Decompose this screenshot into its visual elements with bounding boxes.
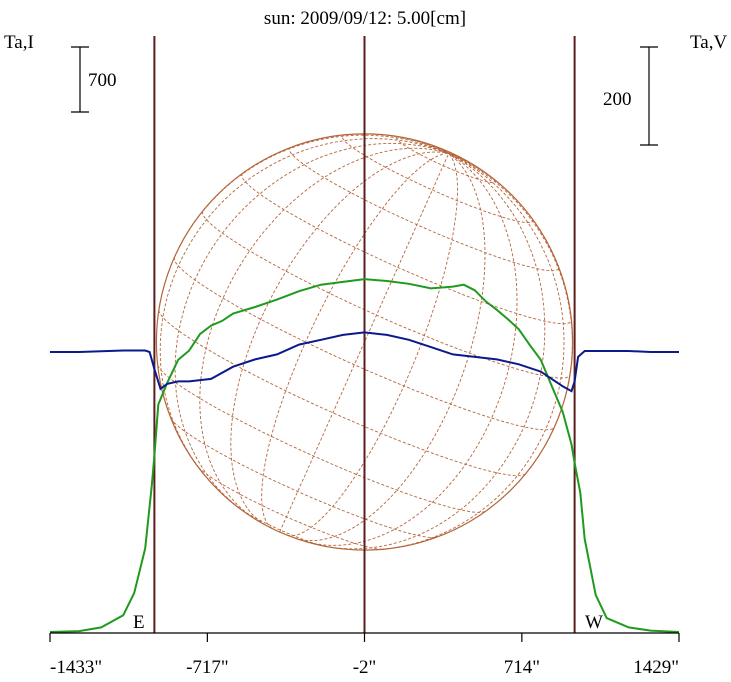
- longitude-line: [261, 152, 449, 529]
- latitude-line: [157, 365, 486, 513]
- x-axis-ticks: -1433" -717" -2" 714" 1429": [49, 633, 680, 678]
- scale-bar-right: [640, 46, 658, 146]
- series-line-ta-i: [49, 278, 680, 633]
- x-tick-label: 1429": [633, 657, 679, 678]
- longitude-line: [443, 149, 450, 154]
- latitude-line: [241, 173, 572, 325]
- latitude-line: [170, 418, 437, 538]
- longitude-line: [279, 153, 450, 533]
- limb-lines: [153, 36, 576, 633]
- solar-coordinate-grid: [155, 133, 574, 551]
- left-axis-label: Ta,I: [4, 32, 34, 53]
- longitude-line: [174, 142, 449, 509]
- longitude-line: [287, 153, 458, 537]
- longitude-line: [448, 152, 455, 155]
- scale-bar-right-value: 200: [603, 89, 632, 110]
- longitude-line: [448, 152, 460, 158]
- latitude-line: [202, 211, 571, 379]
- x-tick-label: -717": [186, 657, 229, 678]
- longitude-line: [199, 147, 449, 518]
- right-axis-label: Ta,V: [690, 32, 727, 53]
- longitude-line: [308, 152, 518, 546]
- longitude-line: [448, 152, 471, 163]
- longitude-line: [448, 152, 573, 428]
- east-marker: E: [133, 612, 145, 633]
- scale-bar-left-value: 700: [88, 70, 117, 91]
- longitude-line: [294, 152, 486, 542]
- latitude-line: [158, 310, 526, 477]
- longitude-line: [448, 152, 518, 201]
- longitude-line: [324, 152, 546, 550]
- west-marker: W: [585, 612, 603, 633]
- x-tick-label: -1433": [50, 657, 102, 678]
- longitude-line: [159, 138, 449, 476]
- x-tick-label: 714": [504, 657, 540, 678]
- latitude-line: [341, 134, 534, 223]
- longitude-line: [230, 151, 449, 526]
- longitude-line: [367, 133, 449, 154]
- scale-bar-left: [71, 46, 89, 113]
- chart-title: sun: 2009/09/12: 5.00[cm]: [264, 8, 466, 29]
- series-line-ta-v: [50, 331, 679, 393]
- x-tick-label: -2": [353, 657, 377, 678]
- longitude-line: [174, 134, 449, 258]
